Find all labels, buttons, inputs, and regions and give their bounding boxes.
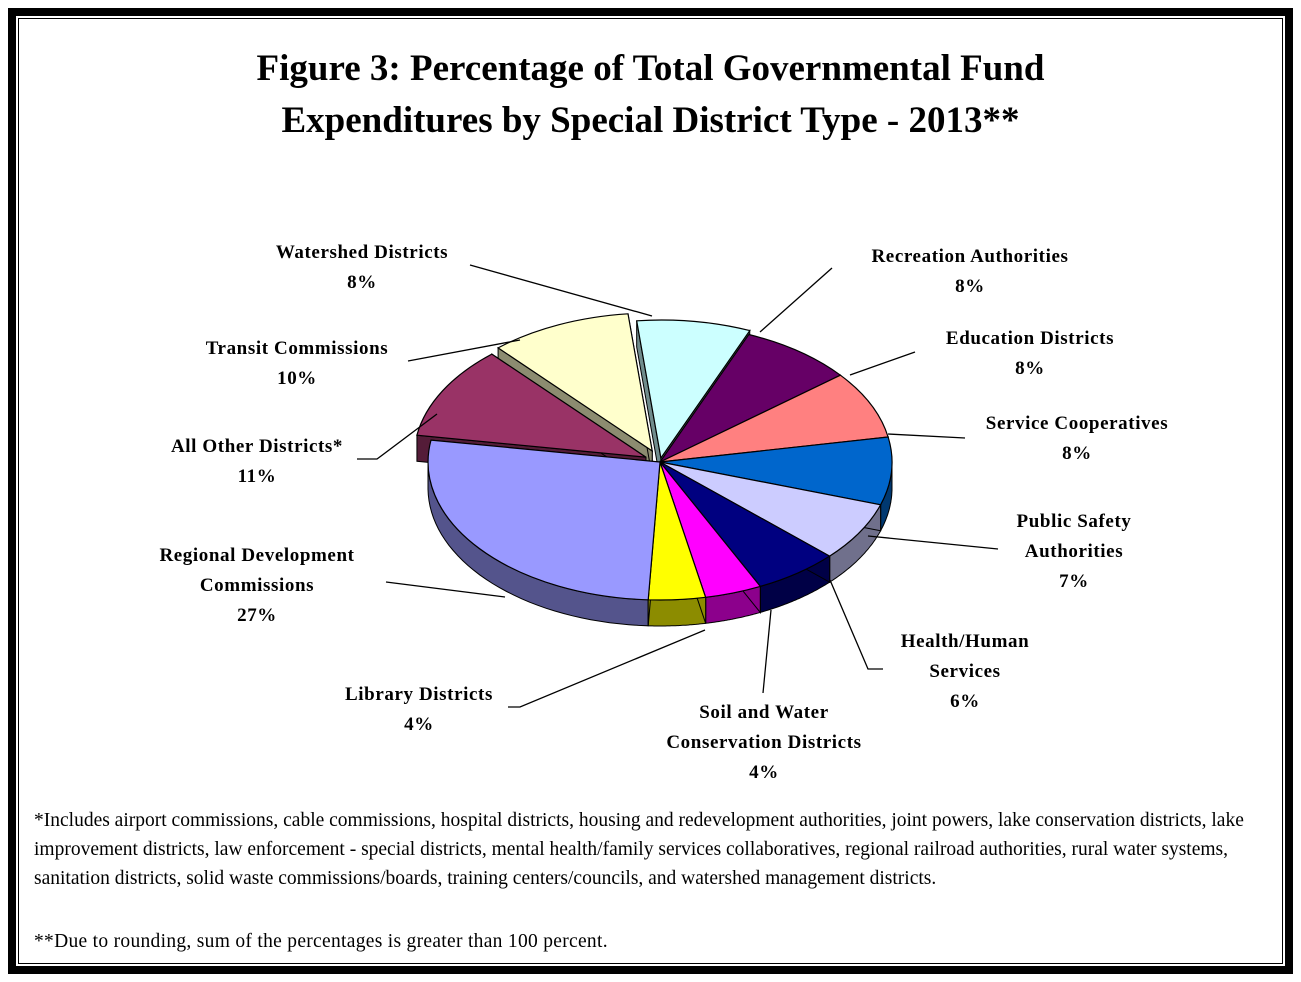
chart-title-line-2: Expenditures by Special District Type - … — [281, 100, 1020, 141]
slice-category-label: Conservation Districts — [666, 732, 861, 753]
leader-line — [849, 351, 916, 376]
slice-labels: Watershed Districts 8% Recreation Authorit… — [159, 242, 1168, 783]
slice-value-label: 27% — [237, 605, 277, 626]
inner-frame — [18, 18, 1283, 964]
slice-category-label: Service Cooperatives — [986, 413, 1168, 434]
slice-value-label: 11% — [238, 466, 277, 487]
slice-category-label: Education Districts — [946, 328, 1114, 349]
slice-category-label: Health/Human — [901, 631, 1030, 652]
slice-category-label: Services — [929, 661, 1000, 682]
leader-lines — [357, 264, 999, 708]
slice-category-label: Public Safety — [1017, 511, 1132, 532]
pie-slice — [659, 436, 893, 506]
chart-title-line-1: Figure 3: Percentage of Total Government… — [256, 48, 1045, 89]
pie-slice — [658, 333, 842, 464]
leader-line — [762, 609, 772, 694]
leader-line — [357, 413, 438, 460]
slice-category-label: Recreation Authorities — [871, 246, 1068, 267]
slice-category-label: Transit Commissions — [206, 338, 389, 359]
slice-category-label: Commissions — [200, 575, 314, 596]
footnote-included-districts: *Includes airport commissions, cable com… — [34, 810, 1244, 889]
pie-slice — [659, 374, 889, 463]
leader-line — [867, 535, 999, 550]
slice-value-label: 4% — [404, 714, 434, 735]
slice-value-label: 8% — [1062, 443, 1092, 464]
slice-category-label: Authorities — [1025, 541, 1123, 562]
pie-slice — [635, 319, 751, 460]
slice-category-label: Regional Development — [159, 545, 354, 566]
pie-tops — [416, 313, 893, 601]
slice-category-label: Soil and Water — [699, 702, 828, 723]
leader-line — [887, 433, 966, 439]
slice-value-label: 7% — [1059, 571, 1089, 592]
slice-value-label: 10% — [277, 368, 317, 389]
pie-slice — [496, 313, 654, 453]
slice-value-label: 8% — [347, 272, 377, 293]
slice-value-label: 6% — [950, 691, 980, 712]
leader-line — [407, 339, 521, 362]
pie-slice — [416, 353, 647, 458]
leader-line — [829, 579, 883, 670]
slice-category-label: Library Districts — [345, 684, 493, 705]
pie-slice — [427, 439, 661, 601]
leader-line — [469, 264, 653, 317]
pie-side-wall — [647, 596, 707, 627]
slice-category-label: All Other Districts* — [171, 436, 343, 457]
slice-value-label: 8% — [955, 276, 985, 297]
leader-line — [759, 267, 833, 333]
footnote-rounding: **Due to rounding, sum of the percentage… — [34, 931, 608, 952]
slice-category-label: Watershed Districts — [276, 242, 448, 263]
leader-line — [508, 629, 706, 708]
leader-line — [385, 581, 506, 598]
slice-value-label: 8% — [1015, 358, 1045, 379]
slice-value-label: 4% — [749, 762, 779, 783]
